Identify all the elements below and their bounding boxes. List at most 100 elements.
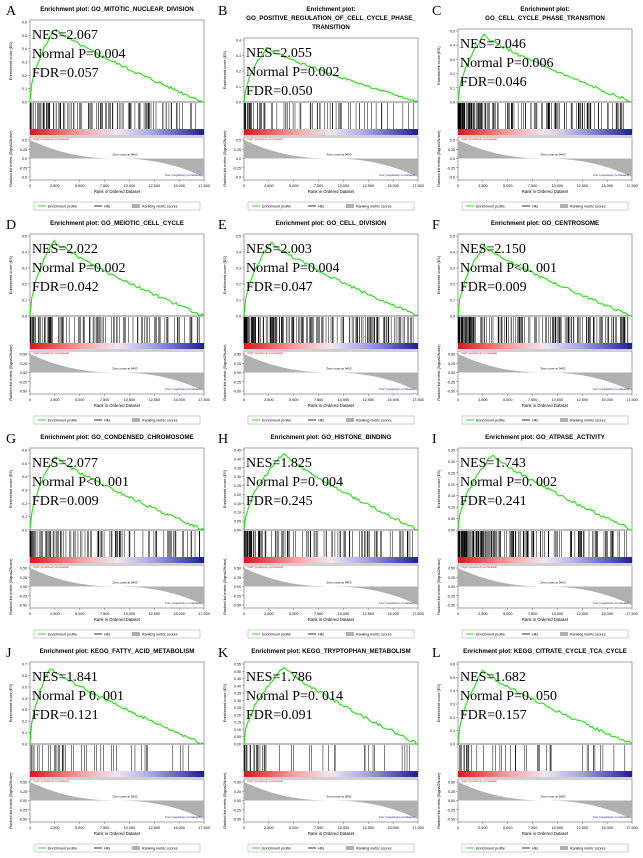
fdr-value: FDR=0.009 bbox=[460, 280, 527, 295]
legend-hits-label: Hits bbox=[532, 847, 538, 851]
legend-profile-label: Enrichment profile bbox=[48, 205, 77, 209]
panel-letter: J bbox=[6, 646, 12, 661]
p-value: Normal P=0.004 bbox=[246, 261, 340, 276]
es-tick-label: 0.3 bbox=[236, 267, 241, 271]
legend-metric-label: Ranking metric scores bbox=[570, 633, 606, 637]
ranking-metric-area bbox=[244, 568, 418, 605]
x-tick-label: 10,000 bbox=[124, 612, 136, 616]
x-tick-label: 17,500 bbox=[412, 826, 424, 830]
metric-axis-label: Ranked list metric (Signal2Noise) bbox=[9, 772, 13, 829]
es-tick-label: 0.05 bbox=[448, 517, 455, 521]
ranking-metric-area bbox=[244, 782, 418, 819]
x-tick-label: 5,000 bbox=[75, 612, 85, 616]
p-value: Normal P=0. 002 bbox=[460, 475, 557, 490]
x-tick-label: 0 bbox=[457, 184, 459, 188]
legend-metric-label: Ranking metric scores bbox=[142, 633, 178, 637]
es-tick-label: 0.1 bbox=[450, 299, 455, 303]
x-tick-label: 17,500 bbox=[626, 184, 638, 188]
correlation-color-bar bbox=[244, 343, 418, 349]
legend-profile-label: Enrichment profile bbox=[48, 847, 77, 851]
ranking-metric-area bbox=[458, 782, 632, 819]
enrichment-profile-line bbox=[29, 28, 204, 103]
gsea-chart-svg: Enrichment plot: GO_CONDENSED_CHROMOSOME… bbox=[9, 434, 210, 639]
es-tick-label: 0.35 bbox=[234, 692, 241, 696]
panel-letter: L bbox=[432, 646, 441, 661]
nes-value: NES=1.786 bbox=[246, 670, 312, 685]
metric-tick-label: 0.25 bbox=[234, 148, 241, 152]
x-tick-label: 2,500 bbox=[50, 184, 60, 188]
metric-tick-label: -0.50 bbox=[19, 818, 27, 822]
x-tick-label: 2,500 bbox=[478, 398, 488, 402]
x-axis-label: Rank in Ordered Dataset bbox=[522, 189, 569, 194]
legend-hits-label: Hits bbox=[104, 633, 110, 637]
es-tick-label: 0.00 bbox=[234, 743, 241, 747]
legend-metric-swatch bbox=[560, 418, 568, 422]
x-tick-label: 5,000 bbox=[289, 826, 299, 830]
es-tick-label: 0.2 bbox=[22, 283, 27, 287]
metric-tick-label: -0.25 bbox=[19, 166, 27, 170]
x-tick-label: 7,500 bbox=[314, 612, 324, 616]
metric-tick-label: -0.50 bbox=[233, 390, 241, 394]
legend-metric-label: Ranking metric scores bbox=[142, 847, 178, 851]
metric-tick-label: -0.25 bbox=[447, 166, 455, 170]
x-tick-label: 5,000 bbox=[289, 184, 299, 188]
correlation-color-bar bbox=[244, 771, 418, 777]
es-tick-label: 0.6 bbox=[22, 674, 27, 678]
legend-box bbox=[247, 843, 415, 853]
x-axis-label: Rank in Ordered Dataset bbox=[522, 831, 569, 836]
legend-profile-label: Enrichment profile bbox=[262, 633, 291, 637]
p-value: Normal P=0.002 bbox=[246, 65, 340, 80]
es-tick-label: 0.30 bbox=[234, 475, 241, 479]
metric-tick-label: -0.25 bbox=[233, 380, 241, 384]
chart-title: Enrichment plot: KEGG_TRYPTOPHAN_METABOL… bbox=[251, 648, 410, 655]
positive-correlation-label: 'high' (positively correlated) bbox=[247, 779, 283, 783]
legend-box bbox=[247, 629, 415, 639]
x-axis-label: Rank in Ordered Dataset bbox=[522, 617, 569, 622]
panel-letter: H bbox=[218, 432, 229, 447]
hits-group bbox=[457, 317, 629, 343]
stats-annotation: NES=1.825 Normal P=0. 004 FDR=0.245 bbox=[246, 454, 343, 511]
metric-tick-label: 0.25 bbox=[234, 362, 241, 366]
zero-cross-label: Zero cross at 8282 bbox=[112, 795, 137, 799]
positive-correlation-label: 'high' (positively correlated) bbox=[33, 779, 69, 783]
legend-profile-label: Enrichment profile bbox=[476, 419, 505, 423]
x-tick-label: 12,500 bbox=[148, 612, 160, 616]
es-tick-label: 0.2 bbox=[450, 716, 455, 720]
x-tick-label: 0 bbox=[29, 184, 31, 188]
x-tick-label: 7,500 bbox=[528, 184, 538, 188]
es-tick-label: 0.00 bbox=[448, 529, 455, 533]
es-axis-label: Enrichment score (ES) bbox=[9, 683, 13, 722]
es-tick-label: 0.40 bbox=[234, 684, 241, 688]
legend-box bbox=[461, 415, 629, 425]
x-tick-label: 15,000 bbox=[387, 612, 399, 616]
legend-metric-swatch bbox=[132, 632, 140, 636]
gsea-chart-svg: Enrichment plot: GO_ATPASE_ACTIVITY 0.35 0… bbox=[437, 434, 638, 639]
positive-correlation-label: 'high' (positively correlated) bbox=[461, 137, 497, 141]
es-tick-label: 0.00 bbox=[234, 529, 241, 533]
correlation-color-bar bbox=[458, 557, 632, 563]
metric-tick-label: 0.00 bbox=[20, 585, 27, 589]
metric-axis-label: Ranked list metric (Signal2Noise) bbox=[9, 344, 13, 401]
x-tick-label: 17,500 bbox=[626, 398, 638, 402]
metric-tick-label: 0.25 bbox=[448, 790, 455, 794]
es-tick-label: 0.5 bbox=[450, 676, 455, 680]
x-tick-label: 7,500 bbox=[528, 826, 538, 830]
x-tick-label: 0 bbox=[29, 398, 31, 402]
x-axis-label: Rank in Ordered Dataset bbox=[308, 403, 355, 408]
fdr-value: FDR=0.157 bbox=[460, 708, 527, 723]
chart-title: Enrichment plot: GO_ATPASE_ACTIVITY bbox=[485, 434, 606, 441]
metric-tick-label: -0.25 bbox=[447, 808, 455, 812]
zero-cross-label: Zero cross at 9403 bbox=[112, 367, 137, 371]
stats-annotation: NES=1.786 Normal P=0. 014 FDR=0.091 bbox=[246, 668, 343, 725]
x-tick-label: 17,500 bbox=[198, 398, 210, 402]
es-tick-label: 0.4 bbox=[22, 697, 27, 701]
legend-profile-label: Enrichment profile bbox=[48, 419, 77, 423]
metric-axis-label: Ranked list metric (Signal2Noise) bbox=[437, 772, 441, 829]
x-tick-label: 17,500 bbox=[412, 184, 424, 188]
es-tick-label: 0.0 bbox=[22, 743, 27, 747]
x-tick-label: 7,500 bbox=[100, 612, 110, 616]
panel-letter: F bbox=[432, 218, 440, 233]
metric-axis-label: Ranked list metric (Signal2Noise) bbox=[223, 772, 227, 829]
metric-tick-label: 0.25 bbox=[448, 362, 455, 366]
gsea-chart-svg: Enrichment plot: GO_HISTONE_BINDING 0.45 0… bbox=[223, 434, 424, 639]
